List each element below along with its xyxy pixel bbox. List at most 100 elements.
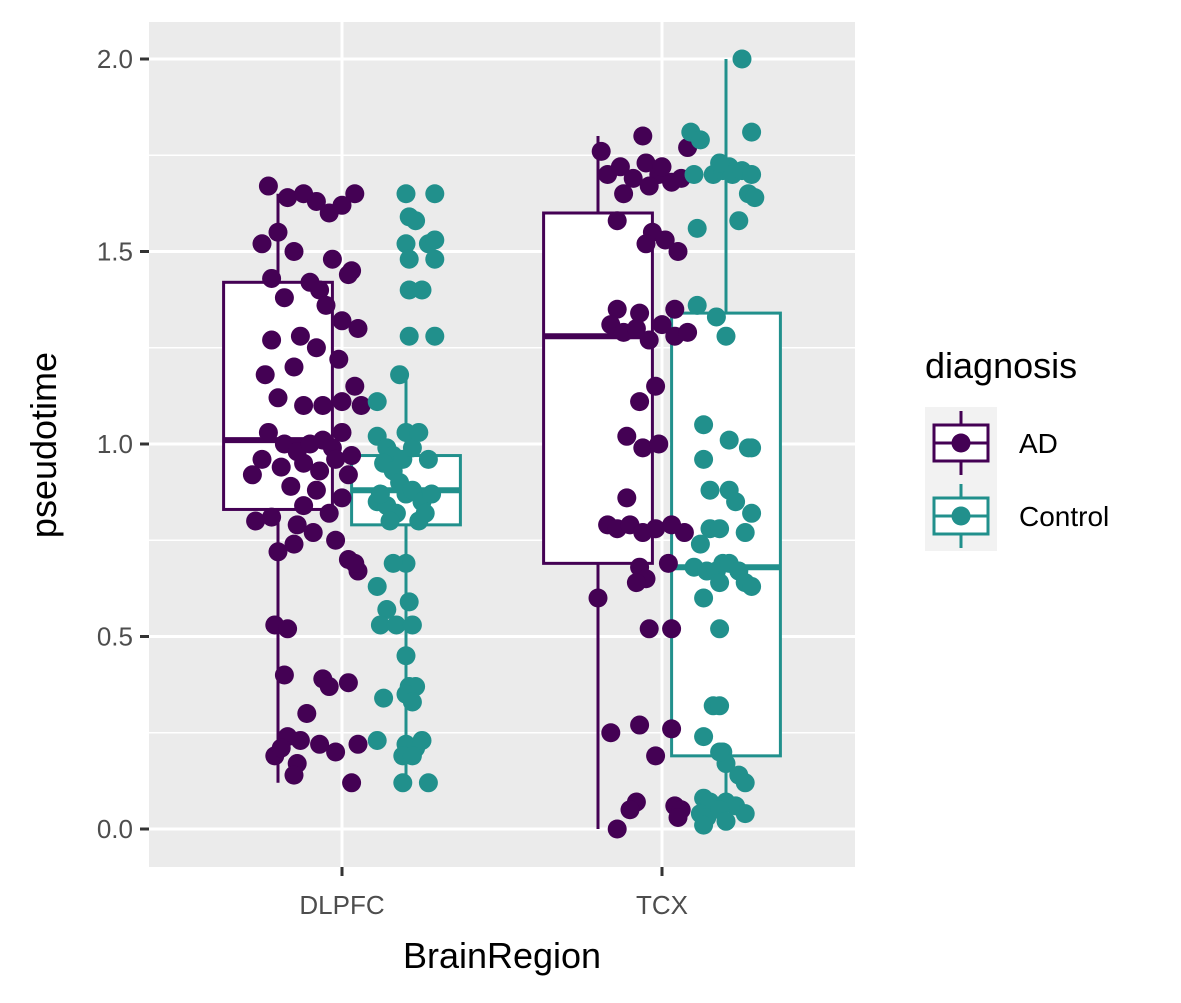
data-point [345, 184, 365, 204]
data-point [425, 184, 445, 204]
data-point [425, 249, 445, 269]
data-point [662, 619, 682, 639]
data-point [633, 126, 653, 146]
data-point [306, 480, 326, 500]
data-point [390, 365, 410, 385]
data-point [406, 211, 426, 231]
data-point [726, 492, 746, 512]
data-point [735, 773, 755, 793]
data-point [345, 553, 365, 573]
data-point [742, 576, 762, 596]
data-point [370, 615, 390, 635]
data-point [668, 242, 688, 261]
data-point [617, 488, 637, 508]
data-point [319, 503, 339, 523]
data-point [674, 523, 694, 543]
data-point [374, 688, 394, 708]
data-point [399, 326, 419, 346]
data-point [620, 800, 640, 820]
data-point [630, 303, 650, 323]
data-point [399, 249, 419, 269]
data-point [338, 265, 358, 285]
data-point [268, 542, 288, 562]
data-point [601, 723, 621, 743]
data-point [591, 141, 611, 161]
data-point [393, 773, 413, 793]
data-point [386, 615, 406, 635]
data-point [735, 804, 755, 824]
data-point [262, 507, 282, 527]
data-point [425, 326, 445, 346]
data-point [694, 588, 714, 608]
data-point [310, 280, 330, 300]
data-point [399, 592, 419, 612]
data-point [278, 188, 298, 208]
data-point [668, 807, 688, 827]
x-tick-label: TCX [636, 890, 688, 920]
data-point [694, 727, 714, 747]
x-axis-title: BrainRegion [403, 935, 601, 976]
legend-label-control: Control [1019, 501, 1109, 532]
data-point [418, 449, 438, 469]
data-point [332, 488, 352, 508]
data-point [662, 719, 682, 739]
x-axis: DLPFC TCX [299, 867, 688, 920]
data-point [332, 422, 352, 442]
data-point [402, 615, 422, 635]
data-point [652, 315, 672, 335]
data-point [348, 319, 368, 338]
data-point [710, 153, 730, 173]
data-point [274, 288, 294, 308]
data-point [319, 677, 339, 697]
data-point [639, 176, 659, 196]
data-point [271, 457, 291, 477]
data-point [271, 738, 291, 758]
y-axis: 0.0 0.5 1.0 1.5 2.0 [97, 44, 149, 844]
data-point [274, 665, 294, 685]
y-tick-label: 2.0 [97, 44, 133, 74]
data-point [655, 230, 675, 250]
data-point [278, 619, 298, 639]
data-point [729, 211, 749, 231]
data-point [287, 515, 307, 535]
legend-label-ad: AD [1019, 428, 1058, 459]
data-point [246, 511, 266, 531]
legend-title: diagnosis [925, 345, 1077, 386]
data-point [425, 230, 445, 250]
box-body [542, 211, 654, 565]
data-point [735, 523, 755, 543]
data-point [284, 534, 304, 554]
data-point [716, 811, 736, 831]
data-point [284, 242, 304, 261]
data-point [652, 157, 672, 177]
data-point [252, 234, 272, 254]
data-point [639, 330, 659, 350]
data-point [415, 503, 435, 523]
data-point [639, 619, 659, 639]
data-point [367, 576, 387, 596]
data-point [332, 195, 352, 215]
legend: diagnosis AD Control [925, 345, 1109, 551]
data-point [710, 519, 730, 539]
data-point [294, 396, 314, 415]
data-point [633, 438, 653, 458]
data-point [646, 746, 666, 766]
data-point [607, 211, 627, 231]
data-point [412, 280, 432, 300]
data-point [370, 484, 390, 504]
points [242, 49, 765, 839]
y-tick-label: 1.0 [97, 429, 133, 459]
data-point [338, 673, 358, 693]
data-point [614, 184, 634, 204]
legend-key-control [932, 484, 990, 548]
data-point [396, 646, 416, 666]
data-point [742, 503, 762, 523]
data-point [588, 588, 608, 608]
data-point [306, 191, 326, 211]
data-point [700, 480, 720, 500]
data-point [636, 153, 656, 173]
data-point [342, 773, 362, 793]
data-point [684, 165, 704, 184]
data-point [258, 176, 278, 196]
data-point [610, 157, 630, 177]
